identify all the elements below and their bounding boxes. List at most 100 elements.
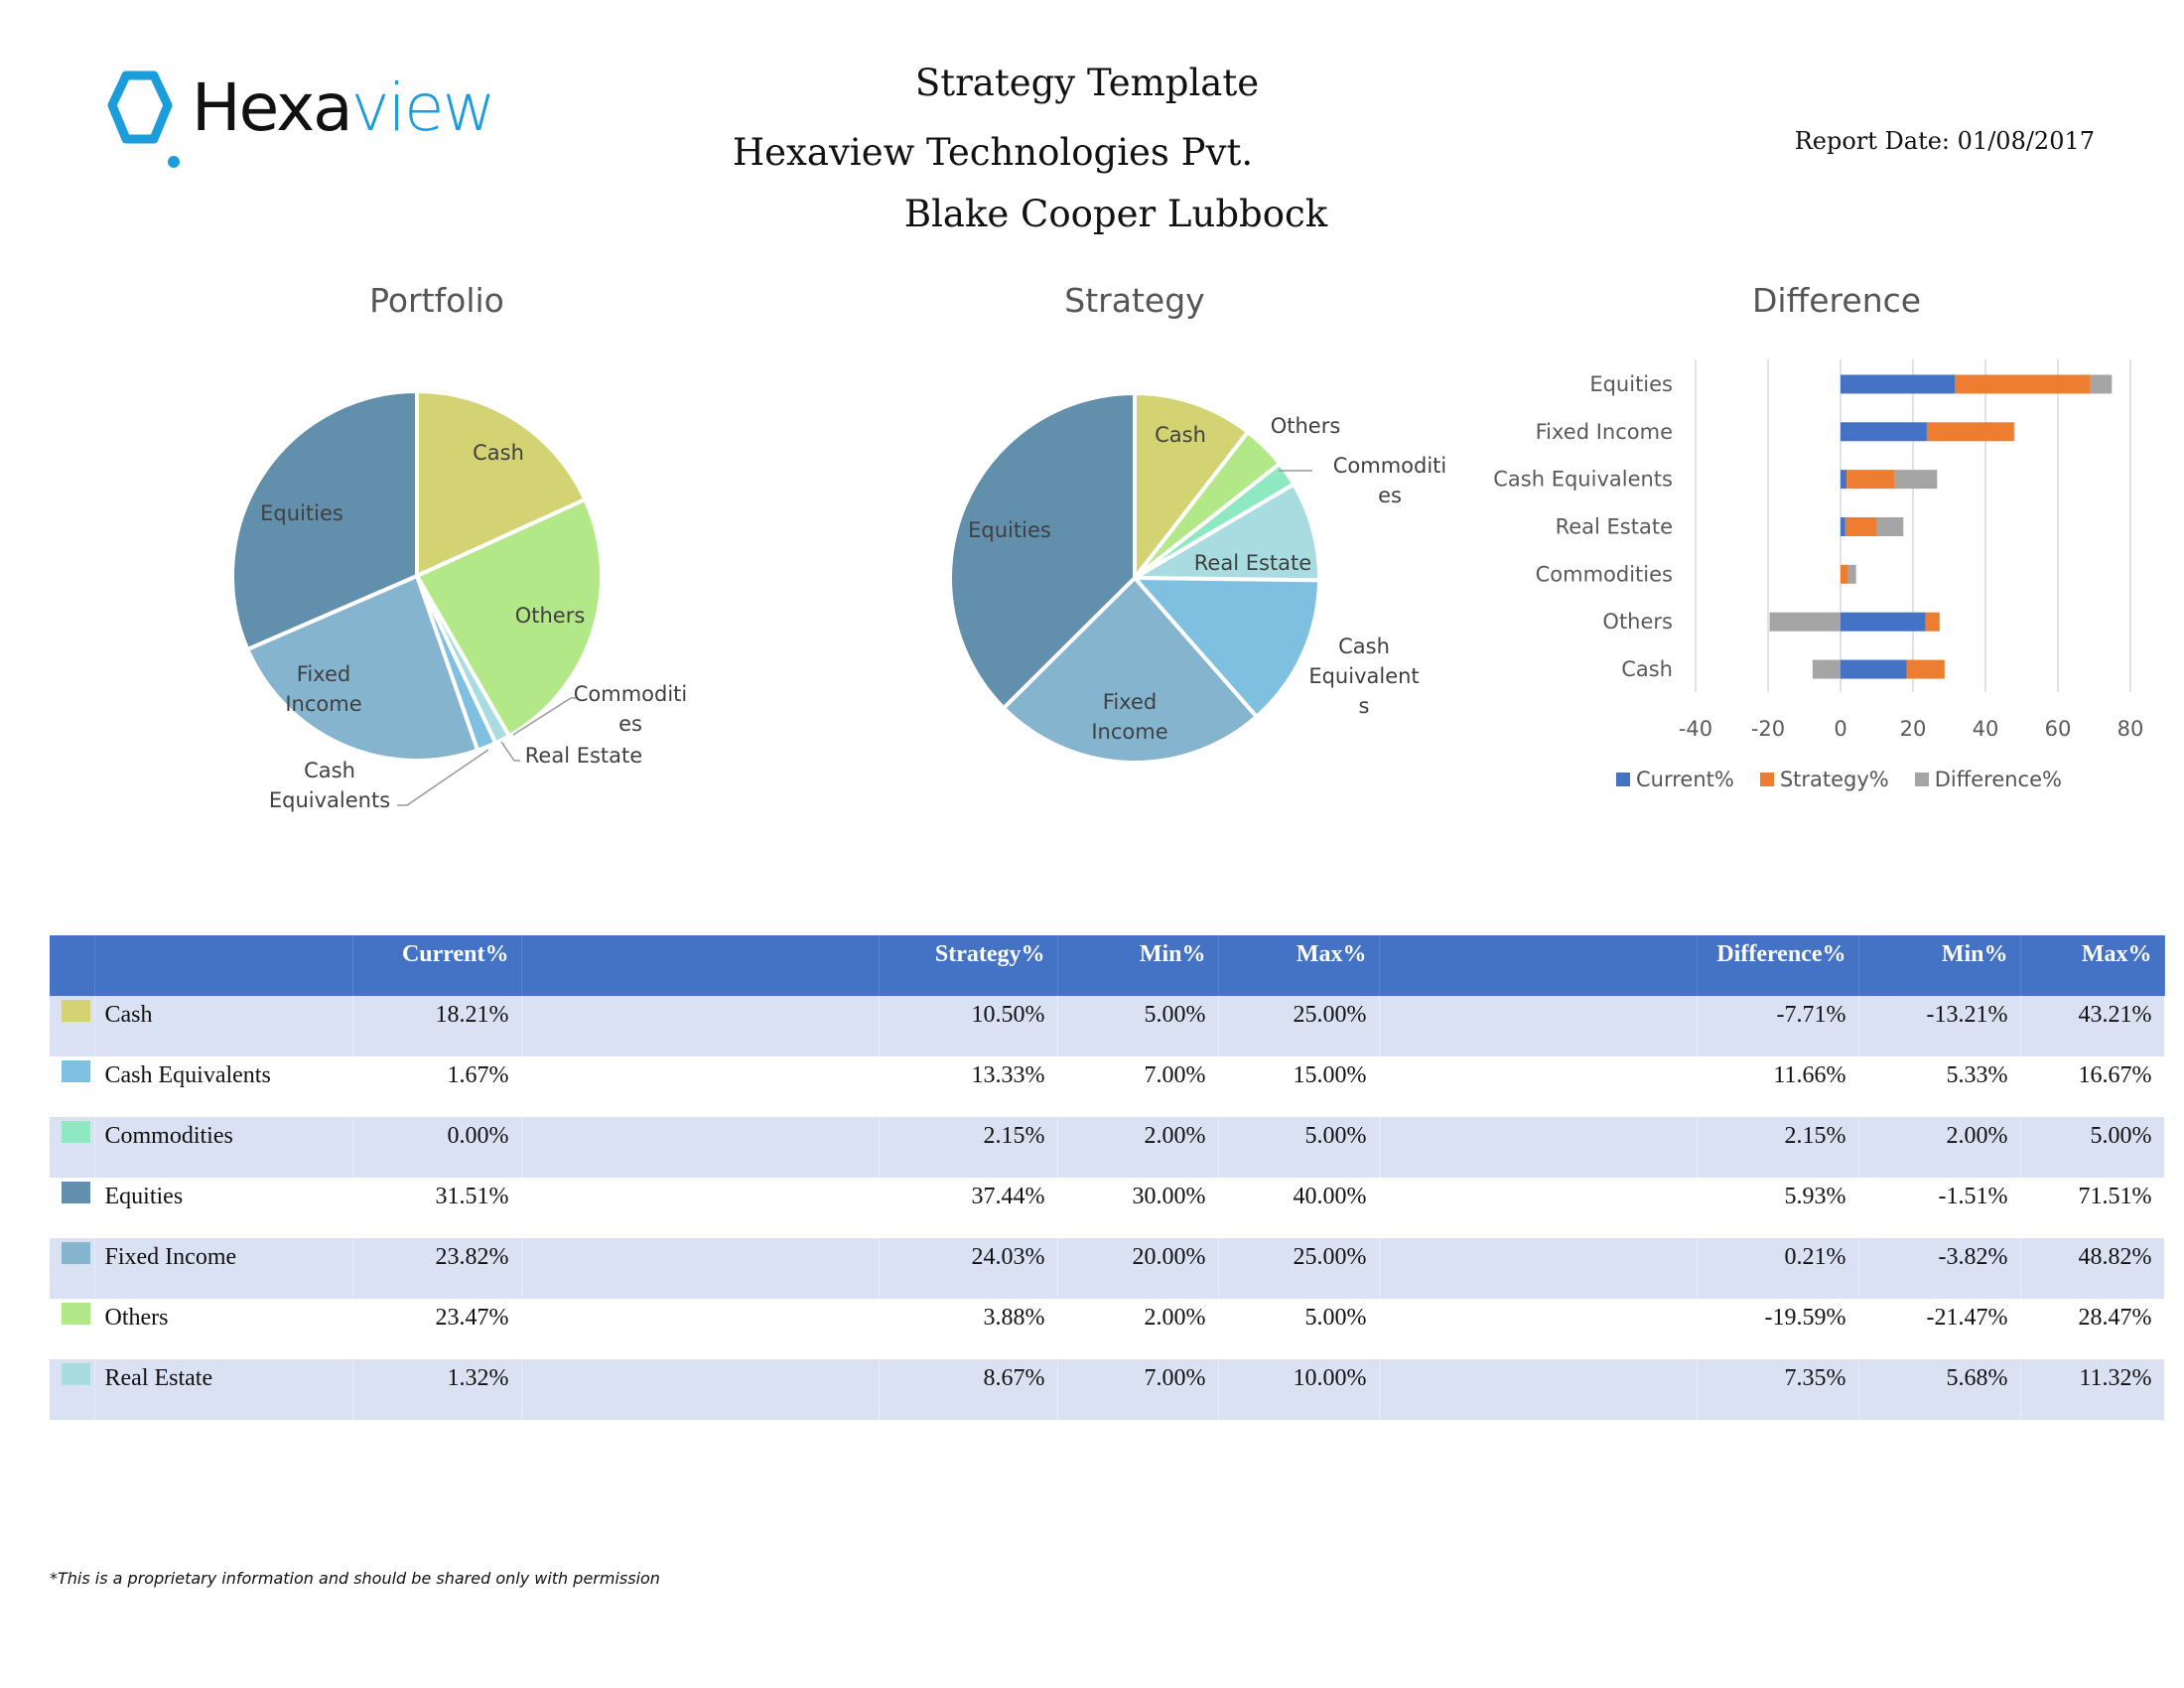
asset-name: Cash Equivalents xyxy=(94,1056,353,1117)
cell-smin: 7.00% xyxy=(1057,1359,1219,1420)
cell-spacer xyxy=(1379,1117,1698,1178)
portfolio-slice-others xyxy=(414,496,604,739)
cell-smin: 7.00% xyxy=(1057,1056,1219,1117)
cell-smax: 5.00% xyxy=(1218,1299,1380,1359)
color-swatch xyxy=(62,1363,90,1385)
cell-spacer xyxy=(521,1117,880,1178)
cell-dmax: 28.47% xyxy=(2020,1299,2165,1359)
table-row: Others 23.47% 3.88% 2.00% 5.00% -19.59% -21.47… xyxy=(50,1299,2165,1359)
cell-spacer xyxy=(1379,996,1698,1056)
hexagon-logo-icon xyxy=(107,70,180,168)
cell-smin: 20.00% xyxy=(1057,1238,1219,1299)
x-tick-label: 40 xyxy=(1973,717,1999,741)
strategy-label-real-estate: Real Estate xyxy=(1194,551,1311,575)
table-row: Cash Equivalents 1.67% 13.33% 7.00% 15.00% 11… xyxy=(50,1056,2165,1117)
color-swatch xyxy=(62,1182,90,1203)
table-row: Fixed Income 23.82% 24.03% 20.00% 25.00% 0.21… xyxy=(50,1238,2165,1299)
portfolio-slice-cash xyxy=(415,388,588,580)
strategy-chart-title: Strategy xyxy=(1064,281,1205,320)
portfolio-leader-line xyxy=(512,697,576,736)
row-swatch-cell xyxy=(50,1359,95,1420)
cell-strategy: 8.67% xyxy=(879,1359,1058,1420)
cell-dmin: -3.82% xyxy=(1858,1238,2021,1299)
proprietary-note: *This is a proprietary information and s… xyxy=(50,1569,660,1588)
cell-strategy: 2.15% xyxy=(879,1117,1058,1178)
color-swatch xyxy=(62,1060,90,1082)
cell-diff: 7.35% xyxy=(1697,1359,1859,1420)
cell-diff: 5.93% xyxy=(1697,1178,1859,1238)
legend-swatch-current xyxy=(1616,773,1630,786)
bar-difference-commodities xyxy=(1847,564,1856,584)
portfolio-label-fixed-income: Fixed Income xyxy=(285,662,361,716)
cell-current: 1.32% xyxy=(352,1359,522,1420)
bar-current-real-estate xyxy=(1841,517,1845,536)
cell-diff: -7.71% xyxy=(1697,996,1859,1056)
cell-dmax: 11.32% xyxy=(2020,1359,2165,1420)
table-row: Commodities 0.00% 2.15% 2.00% 5.00% 2.15% 2.00… xyxy=(50,1117,2165,1178)
cell-dmin: -1.51% xyxy=(1858,1178,2021,1238)
legend-label-difference: Difference% xyxy=(1934,768,2062,791)
header-difference-max: Max% xyxy=(2020,935,2165,996)
logo-wordmark: Hexaview xyxy=(192,70,496,146)
cell-dmax: 5.00% xyxy=(2020,1117,2165,1178)
strategy-slice-cash-equivalents xyxy=(1130,575,1322,720)
bar-strategy-commodities xyxy=(1841,564,1848,584)
cell-strategy: 3.88% xyxy=(879,1299,1058,1359)
cell-strategy: 10.50% xyxy=(879,996,1058,1056)
color-swatch xyxy=(62,1242,90,1264)
cell-dmax: 71.51% xyxy=(2020,1178,2165,1238)
row-swatch-cell xyxy=(50,1299,95,1359)
client-name: Blake Cooper Lubbock xyxy=(903,193,1328,235)
header-asset xyxy=(94,935,353,996)
portfolio-label-commodities: Commoditi es xyxy=(574,682,688,736)
cell-dmin: -13.21% xyxy=(1858,996,2021,1056)
asset-name: Commodities xyxy=(94,1117,353,1178)
bar-difference-cash-equivalents xyxy=(1894,470,1938,490)
cell-current: 18.21% xyxy=(352,996,522,1056)
legend-swatch-difference xyxy=(1914,773,1929,786)
strategy-slice-cash xyxy=(1133,390,1251,584)
cell-dmax: 43.21% xyxy=(2020,996,2165,1056)
cell-current: 1.67% xyxy=(352,1056,522,1117)
asset-name: Equities xyxy=(94,1178,353,1238)
y-category-label: Fixed Income xyxy=(1536,420,1673,444)
header-strategy-max: Max% xyxy=(1218,935,1380,996)
cell-smin: 5.00% xyxy=(1057,996,1219,1056)
cell-smin: 30.00% xyxy=(1057,1178,1219,1238)
bar-strategy-cash xyxy=(1906,659,1945,679)
cell-spacer xyxy=(521,1178,880,1238)
row-swatch-cell xyxy=(50,1117,95,1178)
report-date: Report Date: 01/08/2017 xyxy=(1795,127,2095,155)
cell-current: 31.51% xyxy=(352,1178,522,1238)
cell-diff: -19.59% xyxy=(1697,1299,1859,1359)
x-tick-label: -20 xyxy=(1751,717,1785,741)
portfolio-chart-title: Portfolio xyxy=(369,281,504,320)
report-date-value: 01/08/2017 xyxy=(1957,127,2095,155)
portfolio-label-real-estate: Real Estate xyxy=(525,744,642,768)
bar-current-cash-equivalents xyxy=(1841,470,1847,490)
legend-item-difference: Difference% xyxy=(1914,768,2062,791)
row-swatch-cell xyxy=(50,1178,95,1238)
company-name: Hexaview Technologies Pvt. xyxy=(732,131,1254,174)
cell-dmin: 5.68% xyxy=(1858,1359,2021,1420)
cell-spacer xyxy=(521,1299,880,1359)
header-strategy: Strategy% xyxy=(879,935,1058,996)
cell-dmin: 5.33% xyxy=(1858,1056,2021,1117)
header-spacer-1 xyxy=(521,935,880,996)
bar-difference-equities xyxy=(2090,374,2113,394)
table-row: Equities 31.51% 37.44% 30.00% 40.00% 5.93% -1.… xyxy=(50,1178,2165,1238)
bar-current-cash xyxy=(1841,659,1907,679)
cell-dmin: -21.47% xyxy=(1858,1299,2021,1359)
cell-spacer xyxy=(521,1056,880,1117)
strategy-label-cash-equivalents: Cash Equivalent s xyxy=(1308,634,1419,718)
bar-current-others xyxy=(1841,612,1926,632)
header-difference-min: Min% xyxy=(1858,935,2021,996)
asset-name: Fixed Income xyxy=(94,1238,353,1299)
cell-spacer xyxy=(1379,1359,1698,1420)
legend-swatch-strategy xyxy=(1759,773,1774,786)
y-category-label: Cash Equivalents xyxy=(1493,468,1673,492)
x-tick-label: 0 xyxy=(1834,717,1846,741)
color-swatch xyxy=(62,1303,90,1325)
asset-name: Real Estate xyxy=(94,1359,353,1420)
